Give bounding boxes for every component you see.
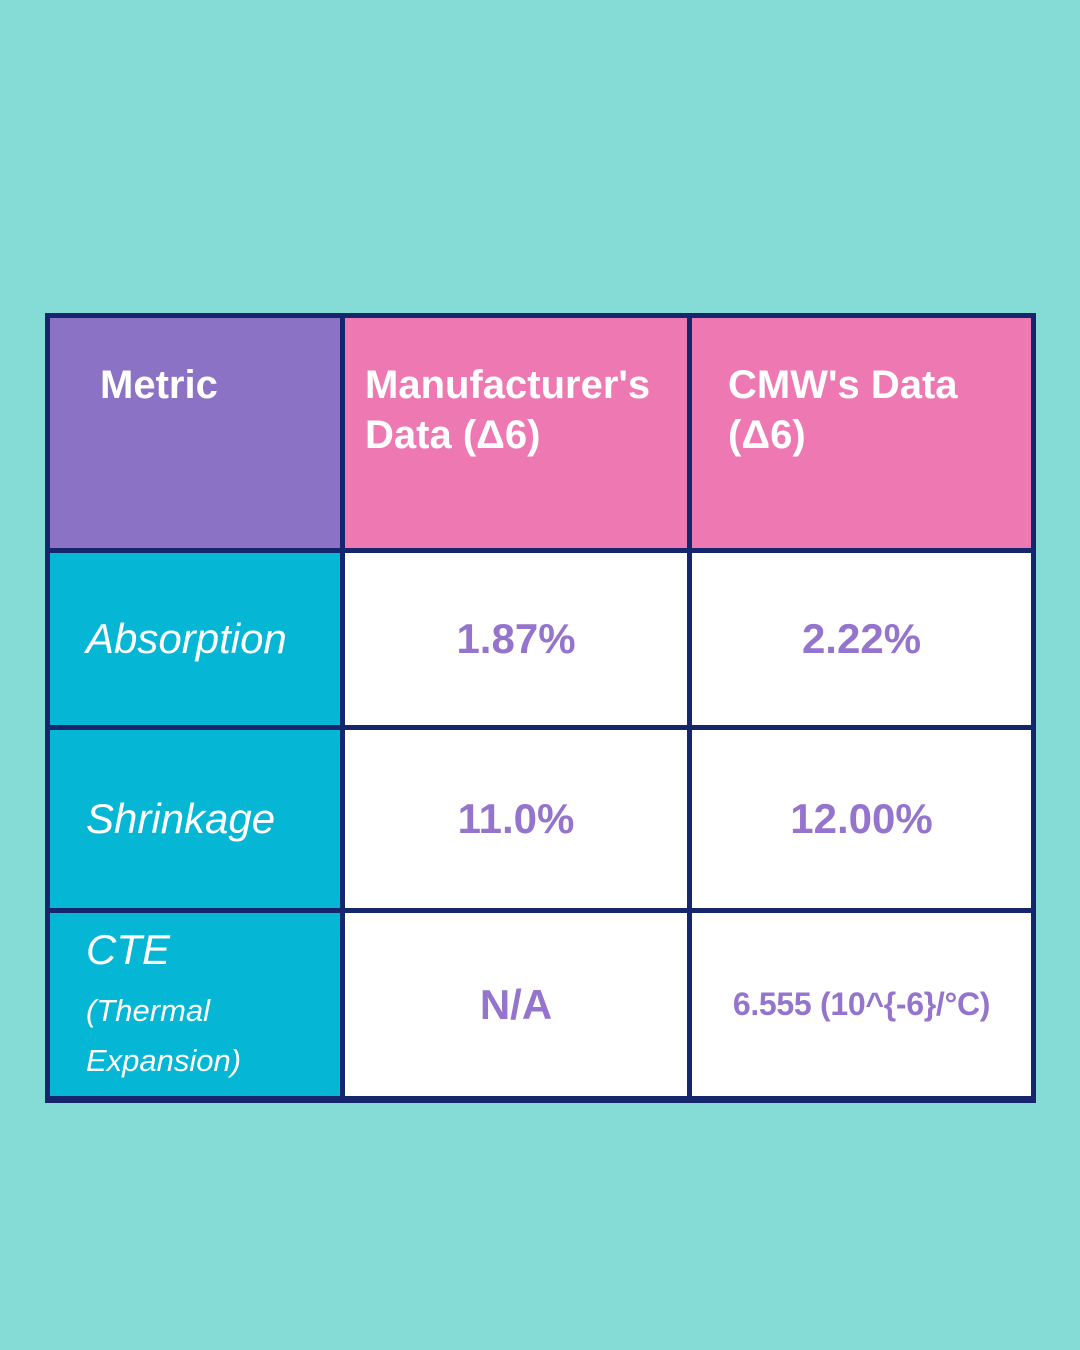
table-row: Shrinkage 11.0% 12.00% xyxy=(45,725,1036,913)
shrinkage-manufacturer-value: 11.0% xyxy=(340,725,692,913)
row-label-absorption: Absorption xyxy=(45,548,345,730)
column-header-metric: Metric xyxy=(45,313,345,553)
column-header-cmws-data: CMW's Data (Δ6) xyxy=(687,313,1036,553)
absorption-cmw-value: 2.22% xyxy=(687,548,1036,730)
cte-title: CTE xyxy=(86,925,170,973)
absorption-manufacturer-value: 1.87% xyxy=(340,548,692,730)
row-label-cte: CTE (Thermal Expansion) xyxy=(45,908,345,1103)
table-row: Absorption 1.87% 2.22% xyxy=(45,548,1036,730)
table-row: CTE (Thermal Expansion) N/A 6.555 (10^{-… xyxy=(45,908,1036,1103)
metrics-comparison-table: Metric Manufacturer's Data (Δ6) CMW's Da… xyxy=(45,313,1036,1103)
cte-manufacturer-value: N/A xyxy=(340,908,692,1103)
shrinkage-cmw-value: 12.00% xyxy=(687,725,1036,913)
cte-thermal-expansion-note: (Thermal Expansion) xyxy=(86,993,242,1078)
table-header-row: Metric Manufacturer's Data (Δ6) CMW's Da… xyxy=(45,313,1036,553)
row-label-shrinkage: Shrinkage xyxy=(45,725,345,913)
column-header-manufacturers-data: Manufacturer's Data (Δ6) xyxy=(340,313,692,553)
cte-cmw-value: 6.555 (10^{-6}/°C) xyxy=(687,908,1036,1103)
